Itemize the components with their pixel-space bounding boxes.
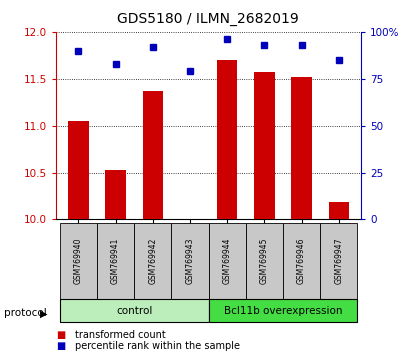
Bar: [246, 223, 283, 299]
Bar: [217, 60, 237, 219]
Bar: [320, 223, 357, 299]
Text: GSM769943: GSM769943: [186, 238, 195, 284]
Text: transformed count: transformed count: [75, 330, 166, 339]
Text: GSM769947: GSM769947: [334, 238, 343, 284]
Bar: [171, 223, 209, 299]
Text: GSM769941: GSM769941: [111, 238, 120, 284]
Bar: [329, 202, 349, 219]
Text: GSM769945: GSM769945: [260, 238, 269, 284]
Text: GSM769944: GSM769944: [222, 238, 232, 284]
Bar: [97, 223, 134, 299]
Text: control: control: [116, 306, 152, 316]
Bar: [60, 223, 97, 299]
Text: ■: ■: [56, 341, 65, 351]
Bar: [68, 121, 88, 219]
Bar: [291, 77, 312, 219]
Bar: [105, 170, 126, 219]
Bar: [60, 299, 209, 322]
Text: GSM769942: GSM769942: [148, 238, 157, 284]
Text: ■: ■: [56, 330, 65, 339]
Bar: [180, 218, 200, 219]
Bar: [142, 91, 163, 219]
Text: GSM769946: GSM769946: [297, 238, 306, 284]
Bar: [209, 299, 357, 322]
Text: GDS5180 / ILMN_2682019: GDS5180 / ILMN_2682019: [117, 12, 298, 27]
Bar: [254, 72, 275, 219]
Text: percentile rank within the sample: percentile rank within the sample: [75, 341, 240, 351]
Bar: [283, 223, 320, 299]
Text: GSM769940: GSM769940: [74, 238, 83, 284]
Bar: [134, 223, 171, 299]
Text: ▶: ▶: [40, 308, 47, 318]
Bar: [209, 223, 246, 299]
Text: Bcl11b overexpression: Bcl11b overexpression: [224, 306, 342, 316]
Text: protocol: protocol: [4, 308, 47, 318]
